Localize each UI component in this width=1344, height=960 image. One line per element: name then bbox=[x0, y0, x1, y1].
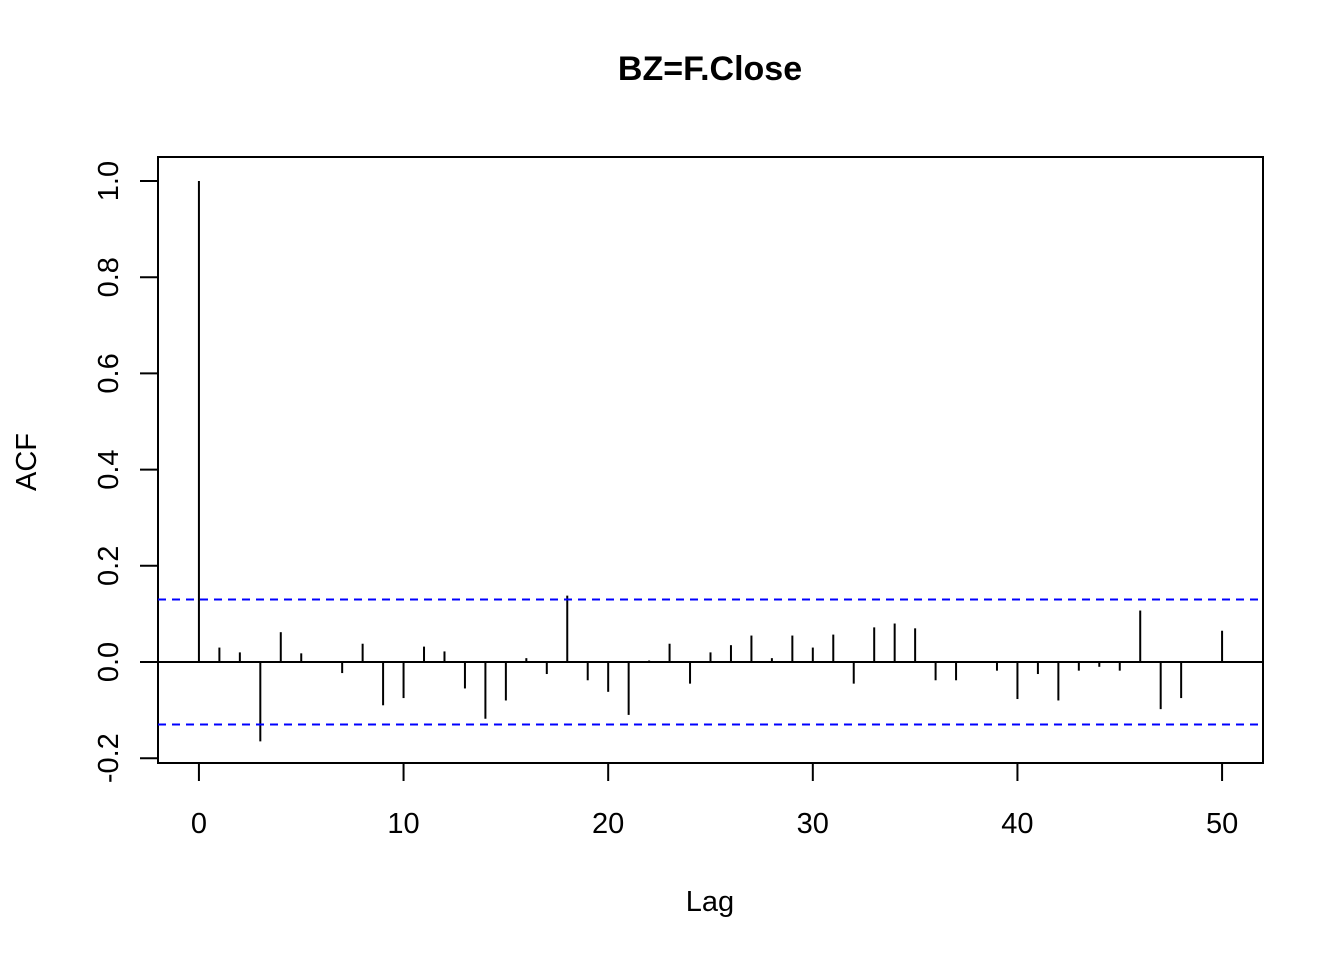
y-tick-label: 0.0 bbox=[93, 642, 125, 682]
plot-frame bbox=[157, 156, 1264, 764]
x-axis-label: Lag bbox=[686, 886, 734, 918]
y-tick-label: 0.6 bbox=[93, 353, 125, 393]
y-tick-label: 0.4 bbox=[93, 449, 125, 489]
y-axis-label: ACF bbox=[11, 433, 43, 491]
reference-lines bbox=[158, 598, 1263, 726]
x-axis: 0 10 20 30 40 50 bbox=[191, 762, 1238, 840]
y-tick-label: -0.2 bbox=[93, 733, 125, 783]
y-tick-label: 1.0 bbox=[93, 161, 125, 201]
acf-bars bbox=[197, 181, 1224, 742]
y-tick-label: 0.8 bbox=[93, 257, 125, 297]
x-tick-label: 30 bbox=[797, 808, 829, 840]
x-tick-label: 50 bbox=[1206, 808, 1238, 840]
x-tick-label: 20 bbox=[592, 808, 624, 840]
x-tick-label: 40 bbox=[1001, 808, 1033, 840]
y-axis: -0.2 0.0 0.2 0.4 0.6 0.8 1.0 bbox=[93, 161, 159, 783]
x-tick-label: 10 bbox=[387, 808, 419, 840]
chart-title: BZ=F.Close bbox=[618, 50, 802, 88]
x-tick-label: 0 bbox=[191, 808, 207, 840]
y-tick-label: 0.2 bbox=[93, 546, 125, 586]
